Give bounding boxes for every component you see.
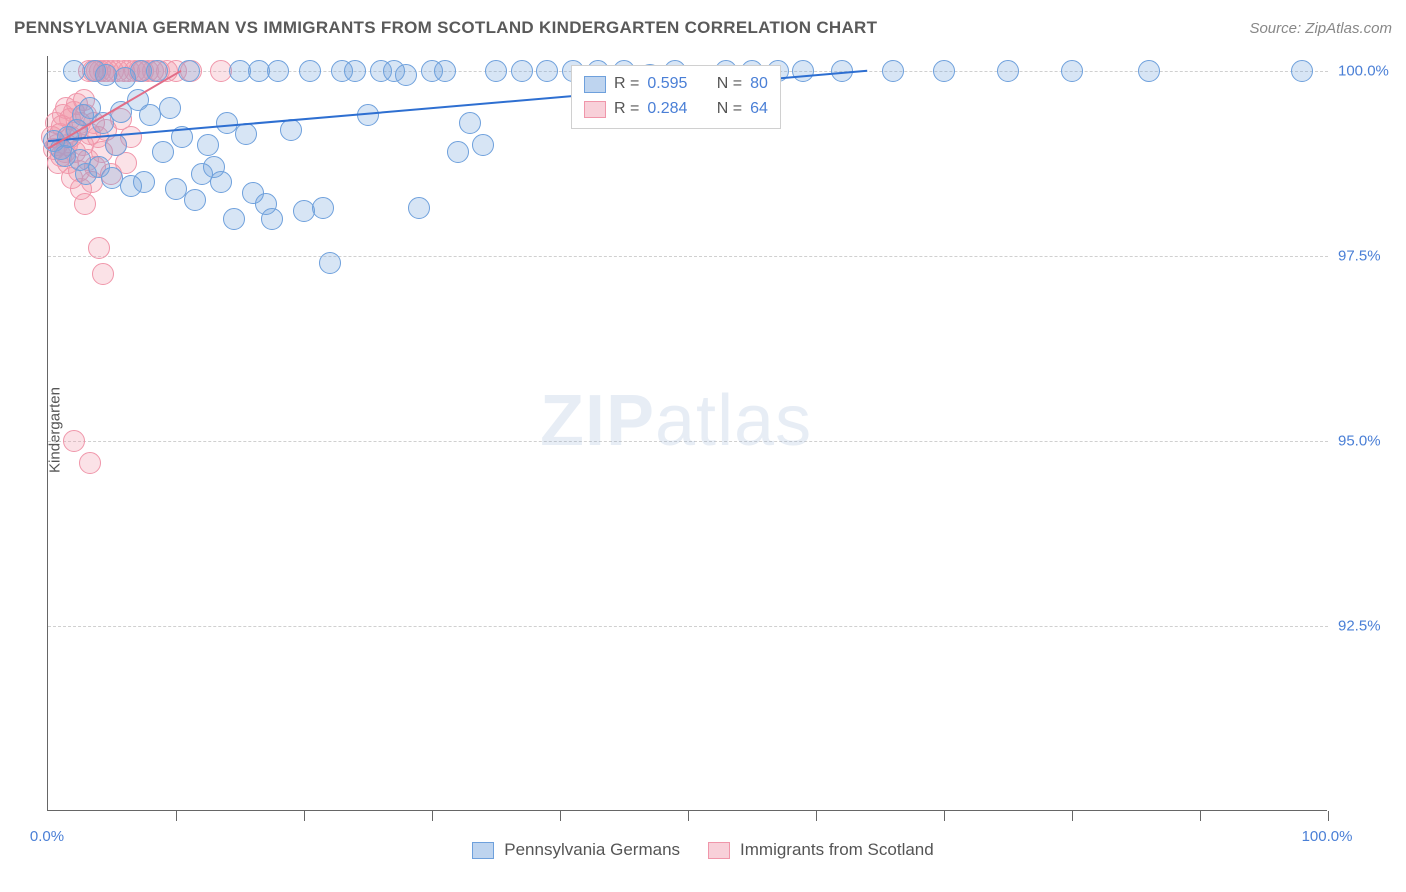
x-tick — [560, 811, 561, 821]
x-tick — [432, 811, 433, 821]
scatter-point-blue — [63, 60, 85, 82]
scatter-point-pink — [74, 193, 96, 215]
scatter-point-blue — [280, 119, 302, 141]
scatter-point-blue — [485, 60, 507, 82]
scatter-point-blue — [357, 104, 379, 126]
scatter-point-pink — [92, 263, 114, 285]
chart-title: PENNSYLVANIA GERMAN VS IMMIGRANTS FROM S… — [14, 18, 877, 38]
x-tick — [176, 811, 177, 821]
scatter-point-blue — [146, 60, 168, 82]
scatter-point-blue — [171, 126, 193, 148]
legend-r-value: 0.595 — [647, 72, 687, 97]
legend-n-value: 64 — [750, 97, 768, 122]
y-tick-label: 95.0% — [1338, 432, 1381, 449]
scatter-point-blue — [95, 64, 117, 86]
scatter-point-blue — [178, 60, 200, 82]
scatter-point-blue — [152, 141, 174, 163]
bottom-legend-swatch-blue — [472, 842, 494, 859]
legend-row: R = 0.595 N = 80 — [584, 72, 768, 97]
scatter-point-blue — [235, 123, 257, 145]
scatter-point-blue — [159, 97, 181, 119]
scatter-point-blue — [408, 197, 430, 219]
y-tick-label: 92.5% — [1338, 617, 1381, 634]
x-tick — [1200, 811, 1201, 821]
scatter-point-blue — [997, 60, 1019, 82]
chart-header: PENNSYLVANIA GERMAN VS IMMIGRANTS FROM S… — [14, 18, 1392, 38]
scatter-point-blue — [312, 197, 334, 219]
legend-r-value: 0.284 — [647, 97, 687, 122]
bottom-legend-label: Immigrants from Scotland — [740, 840, 934, 860]
legend-n-label: N = — [717, 97, 742, 122]
legend-swatch-blue — [584, 76, 606, 93]
x-tick — [688, 811, 689, 821]
scatter-point-blue — [395, 64, 417, 86]
trendlines — [48, 56, 1328, 811]
legend-row: R = 0.284 N = 64 — [584, 97, 768, 122]
y-tick-label: 100.0% — [1338, 62, 1389, 79]
scatter-point-blue — [133, 171, 155, 193]
legend-box: R = 0.595 N = 80R = 0.284 N = 64 — [571, 65, 781, 129]
bottom-legend: Pennsylvania Germans Immigrants from Scot… — [0, 840, 1406, 860]
bottom-legend-label: Pennsylvania Germans — [504, 840, 680, 860]
scatter-point-blue — [1061, 60, 1083, 82]
gridline-h — [48, 441, 1328, 442]
scatter-point-blue — [319, 252, 341, 274]
scatter-point-blue — [447, 141, 469, 163]
bottom-legend-item: Pennsylvania Germans — [472, 840, 680, 860]
scatter-point-blue — [344, 60, 366, 82]
scatter-point-blue — [459, 112, 481, 134]
legend-r-label: R = — [614, 72, 639, 97]
bottom-legend-swatch-pink — [708, 842, 730, 859]
chart-source: Source: ZipAtlas.com — [1249, 20, 1392, 37]
x-tick — [304, 811, 305, 821]
x-tick — [1328, 811, 1329, 821]
legend-n-value: 80 — [750, 72, 768, 97]
gridline-h — [48, 626, 1328, 627]
scatter-point-blue — [267, 60, 289, 82]
scatter-point-blue — [197, 134, 219, 156]
scatter-point-pink — [79, 452, 101, 474]
scatter-point-blue — [1138, 60, 1160, 82]
scatter-point-blue — [511, 60, 533, 82]
scatter-point-blue — [933, 60, 955, 82]
scatter-point-blue — [184, 189, 206, 211]
scatter-point-blue — [1291, 60, 1313, 82]
x-tick — [944, 811, 945, 821]
legend-swatch-pink — [584, 101, 606, 118]
scatter-point-blue — [882, 60, 904, 82]
plot-area: 100.0%97.5%95.0%92.5%R = 0.595 N = 80R =… — [47, 56, 1327, 811]
gridline-h — [48, 256, 1328, 257]
scatter-point-blue — [536, 60, 558, 82]
scatter-point-blue — [792, 60, 814, 82]
scatter-point-pink — [63, 430, 85, 452]
bottom-legend-item: Immigrants from Scotland — [708, 840, 934, 860]
scatter-point-blue — [261, 208, 283, 230]
scatter-point-blue — [434, 60, 456, 82]
y-tick-label: 97.5% — [1338, 247, 1381, 264]
x-tick — [816, 811, 817, 821]
scatter-point-blue — [299, 60, 321, 82]
legend-r-label: R = — [614, 97, 639, 122]
legend-n-label: N = — [717, 72, 742, 97]
scatter-point-blue — [210, 171, 232, 193]
scatter-point-blue — [105, 134, 127, 156]
scatter-point-blue — [831, 60, 853, 82]
scatter-point-blue — [472, 134, 494, 156]
scatter-point-blue — [223, 208, 245, 230]
x-tick — [1072, 811, 1073, 821]
